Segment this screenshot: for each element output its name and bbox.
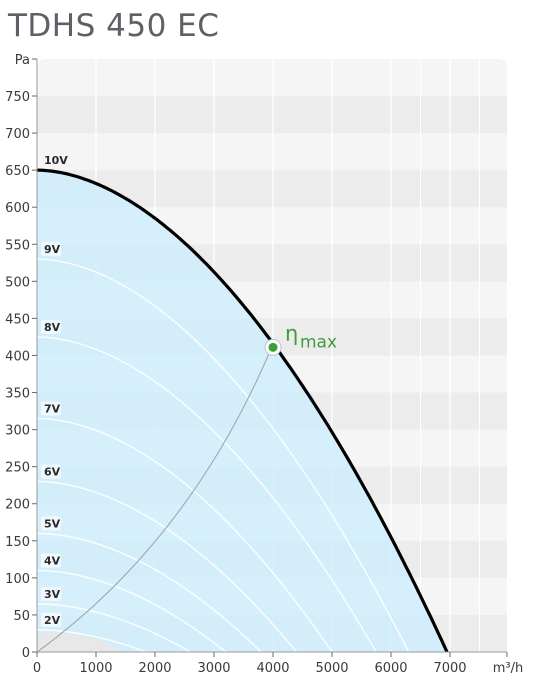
y-tick-label: 650: [5, 164, 30, 179]
voltage-label-bg: [41, 242, 61, 257]
voltage-label-4V: 4V: [44, 554, 61, 567]
curve-3V: [37, 603, 191, 653]
y-tick-label: 500: [5, 275, 30, 290]
voltage-label-bg: [41, 464, 61, 479]
y-tick-label: 400: [5, 349, 30, 364]
voltage-labels: 10V 9V 8V 7V 6V 5V 4V 3V 2V: [41, 154, 68, 627]
x-tick-label: 5000: [315, 661, 348, 676]
voltage-label-7V: 7V: [44, 402, 61, 415]
max-efficiency-label: η: [285, 321, 298, 345]
y-tick-label: 750: [5, 90, 30, 105]
x-tick-label: 7000: [433, 661, 466, 676]
x-tick-label: 0: [33, 661, 41, 676]
voltage-label-bg: [41, 319, 61, 334]
voltage-label-8V: 8V: [44, 321, 61, 334]
y-tick-label: 700: [5, 127, 30, 142]
y-tick-label: 50: [13, 609, 30, 624]
y-tick-label: 550: [5, 238, 30, 253]
voltage-label-2V: 2V: [44, 614, 61, 627]
y-tick-label: 300: [5, 424, 30, 439]
x-tick-label: 3000: [197, 661, 230, 676]
y-tick-label: 200: [5, 498, 30, 513]
curve-7V: [36, 417, 333, 653]
x-tick-label: 2000: [138, 661, 171, 676]
y-tick-label: 0: [22, 646, 30, 661]
voltage-label-bg: [41, 401, 61, 416]
y-tick-label: 350: [5, 387, 30, 402]
x-axis: 0 1000 2000 3000 4000 5000 6000 7000 m³/h: [33, 651, 524, 676]
curve-10V: [36, 168, 449, 653]
y-tick-label: 250: [5, 461, 30, 476]
x-tick-label: 6000: [374, 661, 407, 676]
curve-9V: [36, 258, 410, 653]
y-tick-label: 600: [5, 201, 30, 216]
band: [37, 96, 507, 134]
speed-lines: [36, 258, 410, 653]
voltage-label-3V: 3V: [44, 588, 61, 601]
y-tick-label: 150: [5, 535, 30, 550]
chart-title: TDHS 450 EC: [8, 8, 220, 44]
x-axis-label: m³/h: [493, 661, 524, 676]
efficiency-line: [36, 344, 274, 653]
y-axis: 0 50 100 150 200 250 300 350 400 450 500 550 600 650 7…: [5, 53, 38, 661]
voltage-label-9V: 9V: [44, 243, 61, 256]
max-efficiency-subscript: max: [300, 332, 337, 352]
voltage-label-bg: [41, 612, 61, 627]
max-efficiency-point: [268, 342, 278, 352]
y-tick-label: 100: [5, 572, 30, 587]
x-tick-label: 1000: [79, 661, 112, 676]
curve-2V: [37, 629, 147, 653]
low-flow-area: [37, 632, 123, 652]
y-tick-label: 450: [5, 312, 30, 327]
voltage-label-5V: 5V: [44, 517, 61, 530]
curve-4V: [37, 569, 227, 653]
curve-8V: [36, 336, 377, 653]
curve-5V: [37, 532, 262, 653]
voltage-label-10V: 10V: [44, 154, 68, 167]
curve-6V: [37, 480, 298, 653]
voltage-label-bg: [41, 553, 61, 568]
voltage-label-bg: [41, 516, 61, 531]
voltage-label-bg: [41, 586, 61, 601]
y-axis-label: Pa: [15, 53, 30, 68]
x-tick-label: 4000: [256, 661, 289, 676]
max-efficiency-marker: η max: [264, 321, 337, 356]
voltage-label-6V: 6V: [44, 465, 61, 478]
